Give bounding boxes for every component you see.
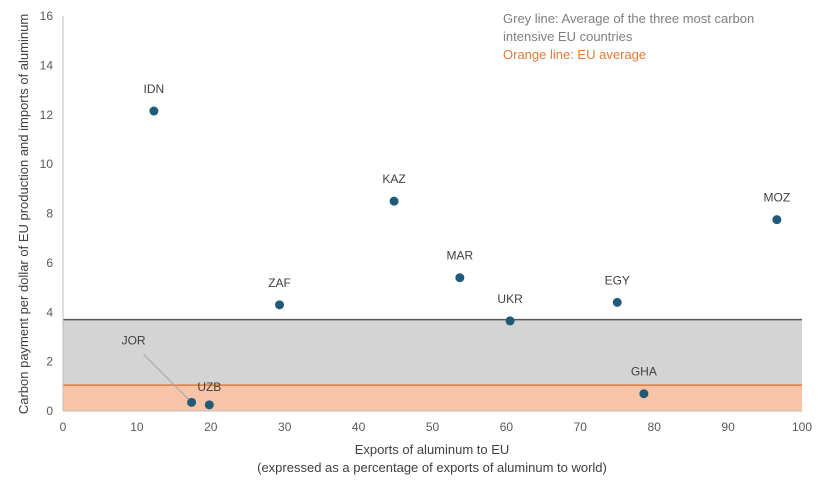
y-tick-label: 8 <box>46 207 53 221</box>
y-tick-label: 16 <box>40 9 54 23</box>
data-point-ukr <box>505 316 515 326</box>
y-tick-label: 12 <box>40 108 54 122</box>
point-label-jor: JOR <box>122 333 146 347</box>
x-tick-labels: 0 10 20 30 40 50 60 70 80 90 100 <box>60 420 813 434</box>
point-labels: IDN KAZ MOZ MAR ZAF EGY UKR GHA JOR UZB <box>122 82 791 400</box>
jor-leader-line <box>143 354 189 400</box>
point-label-ukr: UKR <box>497 292 523 306</box>
x-tick-label: 60 <box>500 420 514 434</box>
x-tick-label: 30 <box>278 420 292 434</box>
data-point-zaf <box>275 300 285 310</box>
x-tick-label: 50 <box>426 420 440 434</box>
legend-note: Grey line: Average of the three most car… <box>503 10 803 64</box>
x-tick-label: 0 <box>60 420 67 434</box>
point-label-zaf: ZAF <box>268 276 291 290</box>
y-tick-label: 6 <box>46 256 53 270</box>
point-label-idn: IDN <box>144 82 165 96</box>
data-point-mar <box>455 273 465 283</box>
data-point-egy <box>612 297 622 307</box>
orange-line-note: Orange line: EU average <box>503 47 647 62</box>
point-label-egy: EGY <box>605 273 630 287</box>
reference-bands <box>63 318 802 411</box>
data-points <box>149 106 782 410</box>
data-point-uzb <box>204 400 214 410</box>
x-tick-label: 70 <box>574 420 588 434</box>
x-tick-label: 20 <box>204 420 218 434</box>
axes <box>62 16 802 412</box>
point-label-gha: GHA <box>631 365 657 379</box>
grey-line-note-line2: intensive EU countries <box>503 29 633 44</box>
orange-band <box>63 385 802 411</box>
y-tick-label: 4 <box>46 305 53 319</box>
y-axis-title: Carbon payment per dollar of EU producti… <box>16 14 31 414</box>
y-tick-label: 2 <box>46 355 53 369</box>
y-tick-label: 14 <box>40 58 54 72</box>
x-axis-title-line2: (expressed as a percentage of exports of… <box>257 460 607 475</box>
point-label-uzb: UZB <box>197 380 221 394</box>
data-point-jor <box>187 397 197 407</box>
x-tick-label: 90 <box>721 420 735 434</box>
grey-line-note-line1: Grey line: Average of the three most car… <box>503 11 755 26</box>
data-point-gha <box>639 389 649 399</box>
point-label-moz: MOZ <box>764 191 791 205</box>
y-tick-labels: 0 2 4 6 8 10 12 14 16 <box>40 9 54 418</box>
data-point-idn <box>149 106 159 116</box>
point-label-mar: MAR <box>447 249 474 263</box>
x-tick-label: 10 <box>130 420 144 434</box>
x-tick-label: 100 <box>792 420 812 434</box>
x-tick-label: 40 <box>352 420 366 434</box>
data-point-kaz <box>389 196 399 206</box>
x-axis-title-line1: Exports of aluminum to EU <box>355 442 510 457</box>
x-tick-label: 80 <box>648 420 662 434</box>
y-tick-label: 0 <box>46 404 53 418</box>
data-point-moz <box>772 215 782 225</box>
point-label-kaz: KAZ <box>382 172 405 186</box>
y-tick-label: 10 <box>40 157 54 171</box>
grey-band <box>63 319 802 386</box>
